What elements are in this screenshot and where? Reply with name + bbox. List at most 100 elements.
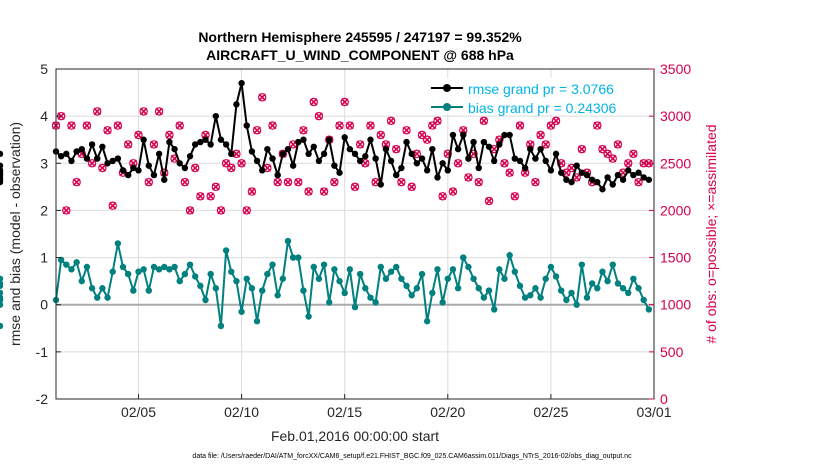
bias-point [645,306,653,313]
obs-possible-marker [247,187,257,196]
obs-point [283,177,293,187]
rmse-point [341,134,348,141]
obs-possible-marker [221,159,231,168]
rmse-point [346,145,354,153]
obs-point [629,149,638,159]
obs-assimilated-marker [335,121,344,130]
obs-point [211,182,221,192]
obs-assimilated-marker [541,140,550,149]
rmse-point [0,162,4,169]
obs-point [624,159,633,168]
bias-point [73,259,80,266]
obs-possible-marker [273,177,282,187]
obs-assimilated-marker [145,178,153,186]
obs-assimilated-marker [253,126,261,135]
rmse-point [253,157,261,165]
rmse-point [382,145,390,153]
bias-point [413,285,421,292]
obs-possible-marker [144,177,153,187]
bias-point [248,285,256,292]
bias-point [449,266,457,273]
obs-possible-marker [237,159,246,168]
obs-assimilated-marker [624,159,632,168]
obs-assimilated-marker [598,145,607,153]
rmse-point [429,145,436,153]
obs-point [500,159,509,168]
x-tick-label: 02/20 [430,404,465,420]
obs-assimilated-marker [191,164,199,172]
bias-point [88,285,96,292]
rmse-point [315,157,323,165]
rmse-point [284,145,292,153]
bias-point [480,294,488,301]
obs-assimilated-marker [155,107,163,116]
obs-point [227,163,236,173]
bias-point [57,256,65,264]
bias-point [207,270,214,278]
legend-bias-marker [443,103,451,111]
obs-assimilated-marker [485,197,493,205]
x-tick-label: 02/15 [327,404,362,420]
obs-assimilated-marker [454,159,462,168]
y-tick-label-left: 1 [40,250,48,266]
bias-point [259,287,266,294]
y-tick-label-left: -1 [36,344,49,360]
bias-point [243,275,250,282]
bias-point [521,294,529,301]
bias-point [403,282,410,290]
obs-possible-marker [515,121,525,130]
obs-point [551,116,561,126]
bias-point [393,263,400,271]
rmse-point [362,153,369,160]
rmse-point [269,155,276,162]
obs-point [541,140,550,149]
y-tick-label-right: 2500 [660,155,691,171]
bias-point [439,299,446,306]
rmse-point [449,131,457,139]
y-tick-label-right: 0 [660,391,668,407]
obs-assimilated-marker [340,98,349,106]
obs-possible-marker [577,144,587,154]
obs-possible-marker [154,107,164,116]
obs-possible-marker [464,173,473,182]
obs-point [355,140,365,149]
bias-point [382,275,390,282]
bias-point [501,275,508,282]
obs-possible-marker [428,121,437,130]
obs-assimilated-marker [366,121,375,130]
rmse-point [207,141,214,148]
bias-point [171,263,178,271]
rmse-point [393,171,400,179]
rmse-point [377,181,384,188]
obs-possible-marker [134,130,143,140]
obs-series [51,93,654,215]
bias-point [104,294,111,301]
obs-assimilated-marker [212,183,220,191]
obs-possible-marker [598,144,607,154]
obs-possible-marker [438,192,447,201]
obs-point [608,154,617,163]
x-tick-label: 02/10 [224,404,259,420]
bias-point [166,266,173,273]
obs-possible-marker [304,187,313,196]
obs-possible-marker [392,144,401,154]
obs-assimilated-marker [242,206,251,215]
bias-point [114,240,122,247]
rmse-point [145,162,152,169]
obs-assimilated-marker [413,150,421,158]
obs-assimilated-marker [103,126,112,135]
bias-point [640,296,647,304]
obs-possible-marker [386,116,396,126]
obs-possible-marker [258,93,267,102]
rmse-point [310,143,317,150]
obs-possible-marker [82,121,92,130]
obs-assimilated-marker [88,159,96,168]
y-tick-label-left: 4 [40,108,48,124]
rmse-point [94,155,101,162]
obs-point [196,192,205,201]
obs-assimilated-marker [361,159,370,168]
obs-point [123,140,133,149]
bias-point [130,287,137,294]
rmse-point [460,131,467,139]
obs-possible-marker [479,116,489,126]
